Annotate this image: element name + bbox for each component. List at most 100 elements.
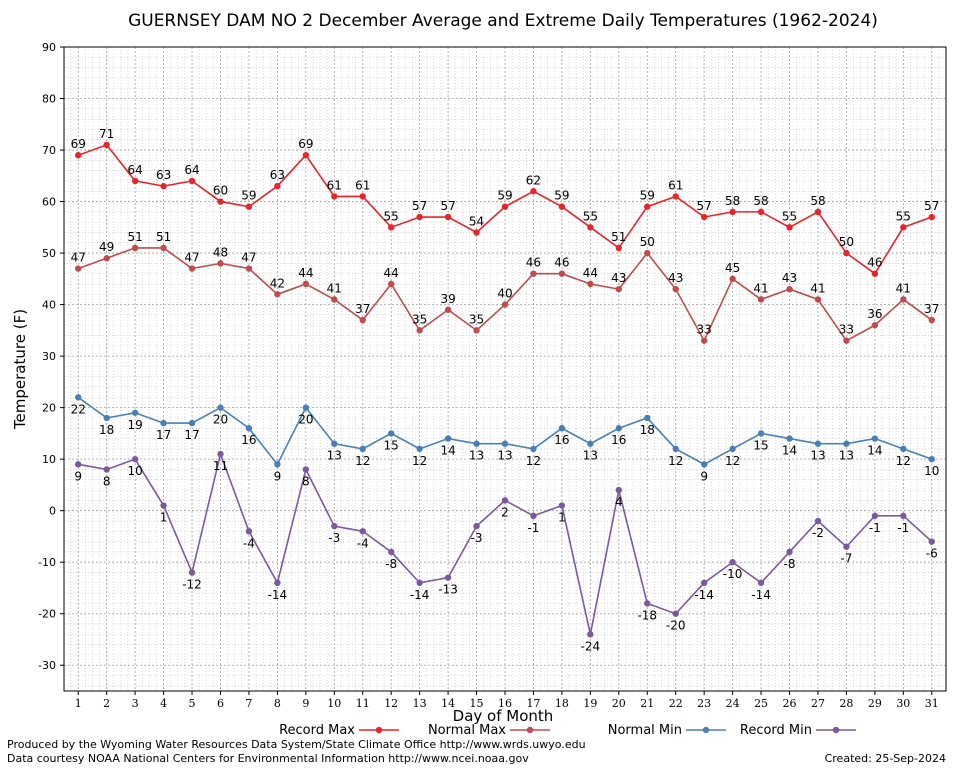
data-point-normal-max	[444, 306, 452, 313]
data-label-normal-min: 17	[156, 428, 171, 442]
data-label-record-max: 64	[127, 163, 142, 177]
data-label-normal-max: 48	[213, 245, 228, 259]
x-tick-label: 17	[526, 697, 540, 710]
data-point-record-min	[587, 631, 594, 638]
data-point-record-max	[843, 249, 850, 257]
data-label-record-max: 55	[583, 209, 598, 223]
data-point-normal-max	[587, 280, 594, 288]
data-point-normal-min	[672, 445, 679, 453]
data-label-record-max: 61	[668, 178, 683, 192]
data-point-normal-max	[672, 285, 679, 293]
data-label-normal-max: 41	[327, 281, 342, 295]
data-label-record-min: 4	[615, 495, 623, 509]
data-point-record-max	[871, 270, 879, 277]
data-point-normal-min	[700, 461, 708, 468]
data-label-normal-min: 16	[241, 433, 256, 447]
y-tick-label: -10	[38, 556, 56, 569]
data-point-record-max	[75, 151, 82, 159]
data-point-normal-min	[786, 435, 793, 442]
data-label-normal-max: 45	[725, 261, 740, 275]
data-point-record-min	[473, 522, 480, 530]
data-point-normal-min	[587, 440, 594, 447]
data-point-record-max	[359, 193, 366, 200]
data-label-normal-max: 49	[99, 240, 114, 254]
data-point-record-max	[900, 224, 907, 231]
data-label-normal-min: 14	[782, 444, 797, 458]
y-tick-label: 10	[42, 453, 56, 466]
data-label-record-max: 69	[71, 137, 86, 151]
data-point-normal-min	[644, 414, 651, 422]
y-tick-label: 50	[42, 247, 56, 260]
data-point-record-min	[359, 528, 366, 535]
data-point-record-min	[217, 450, 224, 458]
data-point-record-min	[814, 517, 822, 525]
data-point-normal-min	[245, 425, 253, 432]
data-label-normal-max: 40	[497, 287, 512, 301]
data-label-normal-min: 18	[640, 423, 655, 437]
x-tick-label: 16	[498, 697, 512, 710]
data-label-normal-max: 41	[753, 281, 768, 295]
data-label-normal-max: 44	[583, 266, 598, 280]
data-label-normal-min: 17	[184, 428, 199, 442]
data-label-record-min: -10	[723, 567, 743, 581]
data-point-normal-max	[131, 244, 139, 252]
x-tick-label: 11	[356, 697, 370, 710]
data-label-record-max: 59	[554, 189, 569, 203]
data-label-normal-max: 37	[924, 302, 939, 316]
data-point-record-min	[757, 579, 765, 587]
data-point-record-min	[387, 548, 395, 556]
data-point-record-min	[302, 466, 310, 473]
data-label-record-min: 11	[213, 459, 228, 473]
data-point-normal-max	[302, 280, 310, 288]
legend-marker-record-max	[375, 726, 383, 734]
data-point-record-min	[331, 522, 338, 530]
data-point-normal-max	[558, 270, 566, 277]
data-label-normal-min: 20	[213, 413, 228, 427]
data-label-record-min: 8	[103, 474, 111, 488]
data-point-record-max	[814, 208, 822, 216]
y-tick-label: 30	[42, 350, 56, 363]
data-label-normal-max: 41	[810, 281, 825, 295]
data-point-record-max	[103, 141, 110, 149]
data-label-record-max: 57	[697, 199, 712, 213]
data-label-record-max: 69	[298, 137, 313, 151]
data-label-record-max: 57	[412, 199, 427, 213]
data-point-record-max	[501, 203, 509, 210]
data-point-record-max	[587, 224, 594, 231]
chart-title: GUERNSEY DAM NO 2 December Average and E…	[128, 11, 878, 31]
data-point-record-max	[672, 193, 679, 200]
data-point-normal-min	[217, 404, 224, 411]
data-point-record-min	[615, 486, 623, 494]
x-tick-label: 22	[669, 697, 683, 710]
data-label-record-max: 50	[839, 235, 854, 249]
data-point-normal-min	[558, 425, 566, 432]
data-point-normal-max	[359, 316, 366, 324]
x-tick-label: 13	[413, 697, 427, 710]
data-point-normal-max	[530, 270, 537, 277]
data-point-normal-min	[871, 435, 879, 442]
data-point-normal-max	[615, 285, 623, 293]
data-label-record-max: 59	[241, 189, 256, 203]
data-label-record-min: -1	[869, 521, 881, 535]
x-tick-label: 2	[103, 697, 110, 710]
data-point-normal-min	[131, 409, 139, 416]
data-label-normal-min: 12	[896, 454, 911, 468]
data-point-normal-min	[900, 445, 907, 453]
x-tick-label: 24	[726, 697, 740, 710]
data-point-normal-min	[473, 440, 480, 447]
data-point-record-min	[103, 466, 110, 473]
data-label-record-max: 55	[896, 209, 911, 223]
data-point-normal-max	[757, 296, 765, 303]
data-point-record-max	[729, 208, 736, 216]
data-label-record-min: -3	[471, 531, 483, 545]
data-label-normal-max: 42	[270, 276, 285, 290]
data-point-normal-min	[615, 425, 623, 432]
data-label-normal-min: 19	[127, 418, 142, 432]
data-point-record-max	[131, 177, 139, 185]
data-label-normal-max: 51	[127, 230, 142, 244]
legend-marker-normal-max	[526, 726, 534, 734]
series-layer: 69 71 64 63 64 60 59 63 69 61 61 55 57 57 54 59 62 59 55 51…	[71, 127, 940, 653]
data-point-normal-min	[103, 414, 110, 422]
data-label-normal-max: 47	[71, 251, 86, 265]
x-tick-label: 26	[783, 697, 797, 710]
